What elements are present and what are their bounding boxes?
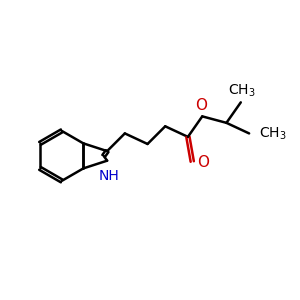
Text: CH$_3$: CH$_3$ bbox=[228, 82, 256, 99]
Text: CH$_3$: CH$_3$ bbox=[260, 125, 287, 142]
Text: NH: NH bbox=[98, 169, 119, 183]
Text: O: O bbox=[195, 98, 207, 113]
Text: O: O bbox=[197, 155, 209, 170]
